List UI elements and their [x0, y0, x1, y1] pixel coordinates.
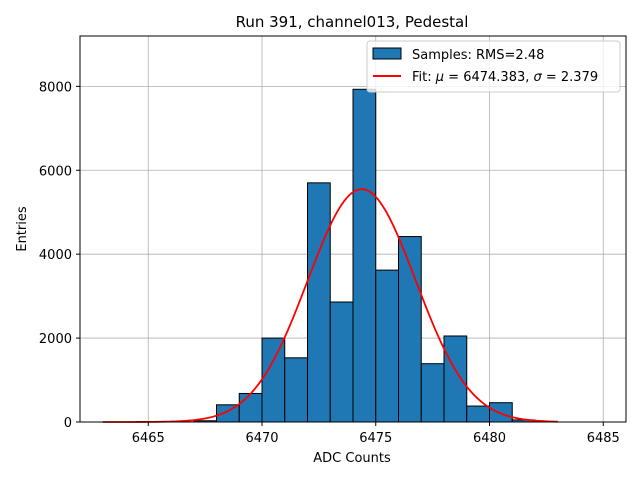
legend-fit-mu-symbol: μ: [435, 70, 444, 85]
fit-curve-layer: [102, 188, 558, 423]
x-tick-label: 6465: [132, 431, 165, 446]
y-tick-label: 8000: [39, 80, 72, 95]
legend: Samples: RMS=2.48 Fit: μ = 6474.383, σ =…: [366, 40, 621, 93]
histogram-bar: [443, 335, 468, 423]
histogram-bar: [466, 405, 490, 423]
y-axis-title: Entries: [15, 206, 30, 252]
legend-fit-mu-value: = 6474.383,: [444, 70, 533, 85]
x-tick-label: 6475: [359, 431, 392, 446]
histogram-bar: [261, 337, 286, 423]
axis-ticks: 6465 6470 6475 6480 6485 0 2000 4000 6000 8000: [39, 80, 620, 446]
gaussian-fit-curve: [102, 188, 558, 423]
plot-frame: [79, 35, 627, 423]
legend-fit-sigma-symbol: σ: [534, 70, 543, 85]
y-tick-label: 0: [64, 416, 72, 431]
histogram-bar: [284, 357, 308, 423]
x-axis-title: ADC Counts: [313, 451, 391, 466]
histogram-bar: [238, 392, 263, 423]
x-tick-label: 6485: [587, 431, 620, 446]
y-tick-label: 2000: [39, 332, 72, 347]
legend-fit-sigma-value: = 2.379: [542, 70, 598, 85]
histogram-bar: [420, 363, 445, 423]
x-tick-label: 6470: [245, 431, 278, 446]
legend-fit-prefix: Fit:: [412, 70, 436, 85]
y-tick-label: 6000: [39, 164, 72, 179]
chart-title: Run 391, channel013, Pedestal: [236, 13, 469, 31]
histogram-bar: [329, 301, 354, 423]
histogram-bars: [193, 88, 536, 423]
histogram-bar: [375, 269, 399, 423]
y-tick-label: 4000: [39, 248, 72, 263]
legend-box: [366, 40, 621, 93]
x-tick-label: 6480: [473, 431, 506, 446]
histogram-bar: [489, 402, 513, 423]
legend-label-fit: Fit: μ = 6474.383, σ = 2.379: [412, 70, 598, 85]
histogram-bar: [352, 88, 377, 423]
histogram-bar: [307, 182, 331, 423]
legend-label-samples: Samples: RMS=2.48: [412, 48, 544, 63]
legend-swatch-samples: [372, 47, 402, 60]
